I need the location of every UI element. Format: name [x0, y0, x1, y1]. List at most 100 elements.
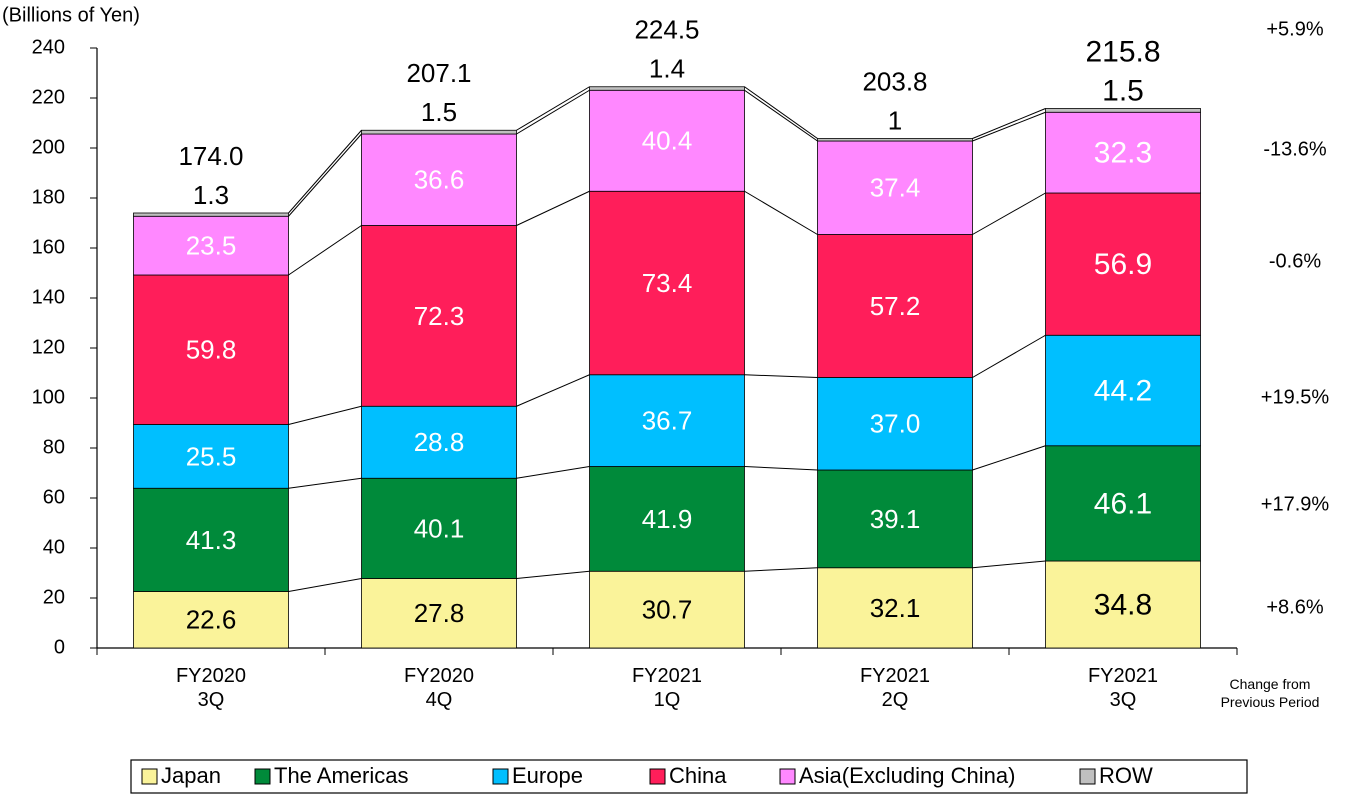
- bar-segment: [361, 225, 517, 407]
- x-tick-label: FY2020 4Q: [403, 665, 475, 711]
- legend-label: ROW: [1099, 763, 1153, 788]
- bar-segment: [361, 477, 517, 579]
- value-label: 1: [888, 105, 902, 135]
- bar-segment: [817, 234, 973, 378]
- connector: [516, 190, 590, 226]
- value-label: 41.9: [642, 504, 693, 534]
- value-label: 1.3: [193, 180, 229, 210]
- y-tick-label: 40: [43, 536, 65, 558]
- bar-segment: [133, 487, 289, 592]
- value-label: 46.1: [1094, 487, 1152, 520]
- value-label: 22.6: [186, 605, 237, 635]
- x-tick-label: FY2021 1Q: [631, 665, 703, 711]
- y-tick-label: 140: [32, 286, 65, 308]
- bar-segment: [589, 86, 745, 91]
- y-tick-label: 240: [32, 36, 65, 58]
- bar-segment: [817, 140, 973, 235]
- value-label: 56.9: [1094, 248, 1152, 281]
- bar-segment: [1045, 334, 1201, 447]
- bar-segment: [589, 190, 745, 376]
- value-label: 40.4: [642, 126, 693, 156]
- bar-segment: [1045, 445, 1201, 562]
- bar-segment: [361, 578, 517, 649]
- bar-segment: [589, 89, 745, 192]
- x-tick-label: FY2021 2Q: [859, 665, 931, 711]
- change-label: +5.9%: [1266, 18, 1323, 40]
- connector: [288, 133, 362, 217]
- total-label: 203.8: [862, 66, 927, 96]
- y-tick-label: 80: [43, 436, 65, 458]
- legend-swatch: [779, 768, 796, 785]
- legend-swatch: [141, 768, 158, 785]
- total-label: 224.5: [634, 15, 699, 45]
- change-label: +19.5%: [1261, 386, 1330, 408]
- value-label: 27.8: [414, 598, 465, 628]
- connector: [288, 477, 362, 489]
- y-tick-label: 100: [32, 386, 65, 408]
- y-tick-label: 120: [32, 336, 65, 358]
- y-tick-label: 220: [32, 86, 65, 108]
- bar-segment: [133, 212, 289, 217]
- legend-swatch: [649, 768, 666, 785]
- total-label: 174.0: [178, 141, 243, 171]
- connector: [288, 405, 362, 425]
- connector: [972, 111, 1046, 142]
- value-label: 72.3: [414, 301, 465, 331]
- legend-label: Japan: [161, 763, 221, 788]
- connector: [516, 466, 590, 479]
- connector: [744, 466, 818, 471]
- value-label: 32.3: [1094, 137, 1152, 170]
- value-label: 30.7: [642, 595, 693, 625]
- connector: [288, 129, 362, 214]
- connector: [744, 190, 818, 235]
- connector: [744, 89, 818, 142]
- y-tick-label: 0: [54, 636, 65, 658]
- y-tick-label: 60: [43, 486, 65, 508]
- bar-segment: [1045, 108, 1201, 113]
- connector: [288, 225, 362, 276]
- value-label: 37.0: [870, 409, 921, 439]
- bar-segment: [817, 469, 973, 569]
- legend-box: [130, 759, 1248, 794]
- value-label: 73.4: [642, 268, 693, 298]
- connector: [516, 89, 590, 135]
- connector: [516, 86, 590, 131]
- y-tick-label: 200: [32, 136, 65, 158]
- value-label: 23.5: [186, 231, 237, 261]
- bar-segment: [361, 405, 517, 479]
- value-label: 1.4: [649, 54, 685, 84]
- bar-segment: [817, 138, 973, 142]
- value-label: 28.8: [414, 427, 465, 457]
- bar-segment: [133, 215, 289, 276]
- connector: [972, 334, 1046, 378]
- legend-swatch: [1079, 768, 1096, 785]
- legend-swatch: [492, 768, 509, 785]
- connector: [972, 192, 1046, 235]
- value-label: 25.5: [186, 441, 237, 471]
- value-label: 37.4: [870, 173, 921, 203]
- value-label: 41.3: [186, 525, 237, 555]
- value-label: 1.5: [421, 97, 457, 127]
- value-label: 36.7: [642, 406, 693, 436]
- bar-segment: [817, 567, 973, 649]
- value-label: 57.2: [870, 291, 921, 321]
- connector: [744, 374, 818, 378]
- legend-swatch: [254, 768, 271, 785]
- change-label: +17.9%: [1261, 493, 1330, 515]
- bar-segment: [361, 129, 517, 135]
- legend-label: The Americas: [274, 763, 409, 788]
- bar-segment: [589, 374, 745, 467]
- value-label: 32.1: [870, 593, 921, 623]
- change-label: +8.6%: [1266, 596, 1323, 618]
- connector: [972, 108, 1046, 139]
- x-tick-label: FY2021 3Q: [1087, 665, 1159, 711]
- value-label: 34.8: [1094, 588, 1152, 621]
- bar-segment: [1045, 192, 1201, 336]
- bar-segment: [361, 133, 517, 226]
- y-tick-label: 160: [32, 236, 65, 258]
- value-label: 39.1: [870, 504, 921, 534]
- value-label: 36.6: [414, 165, 465, 195]
- connector: [516, 570, 590, 579]
- total-label: 215.8: [1085, 35, 1160, 68]
